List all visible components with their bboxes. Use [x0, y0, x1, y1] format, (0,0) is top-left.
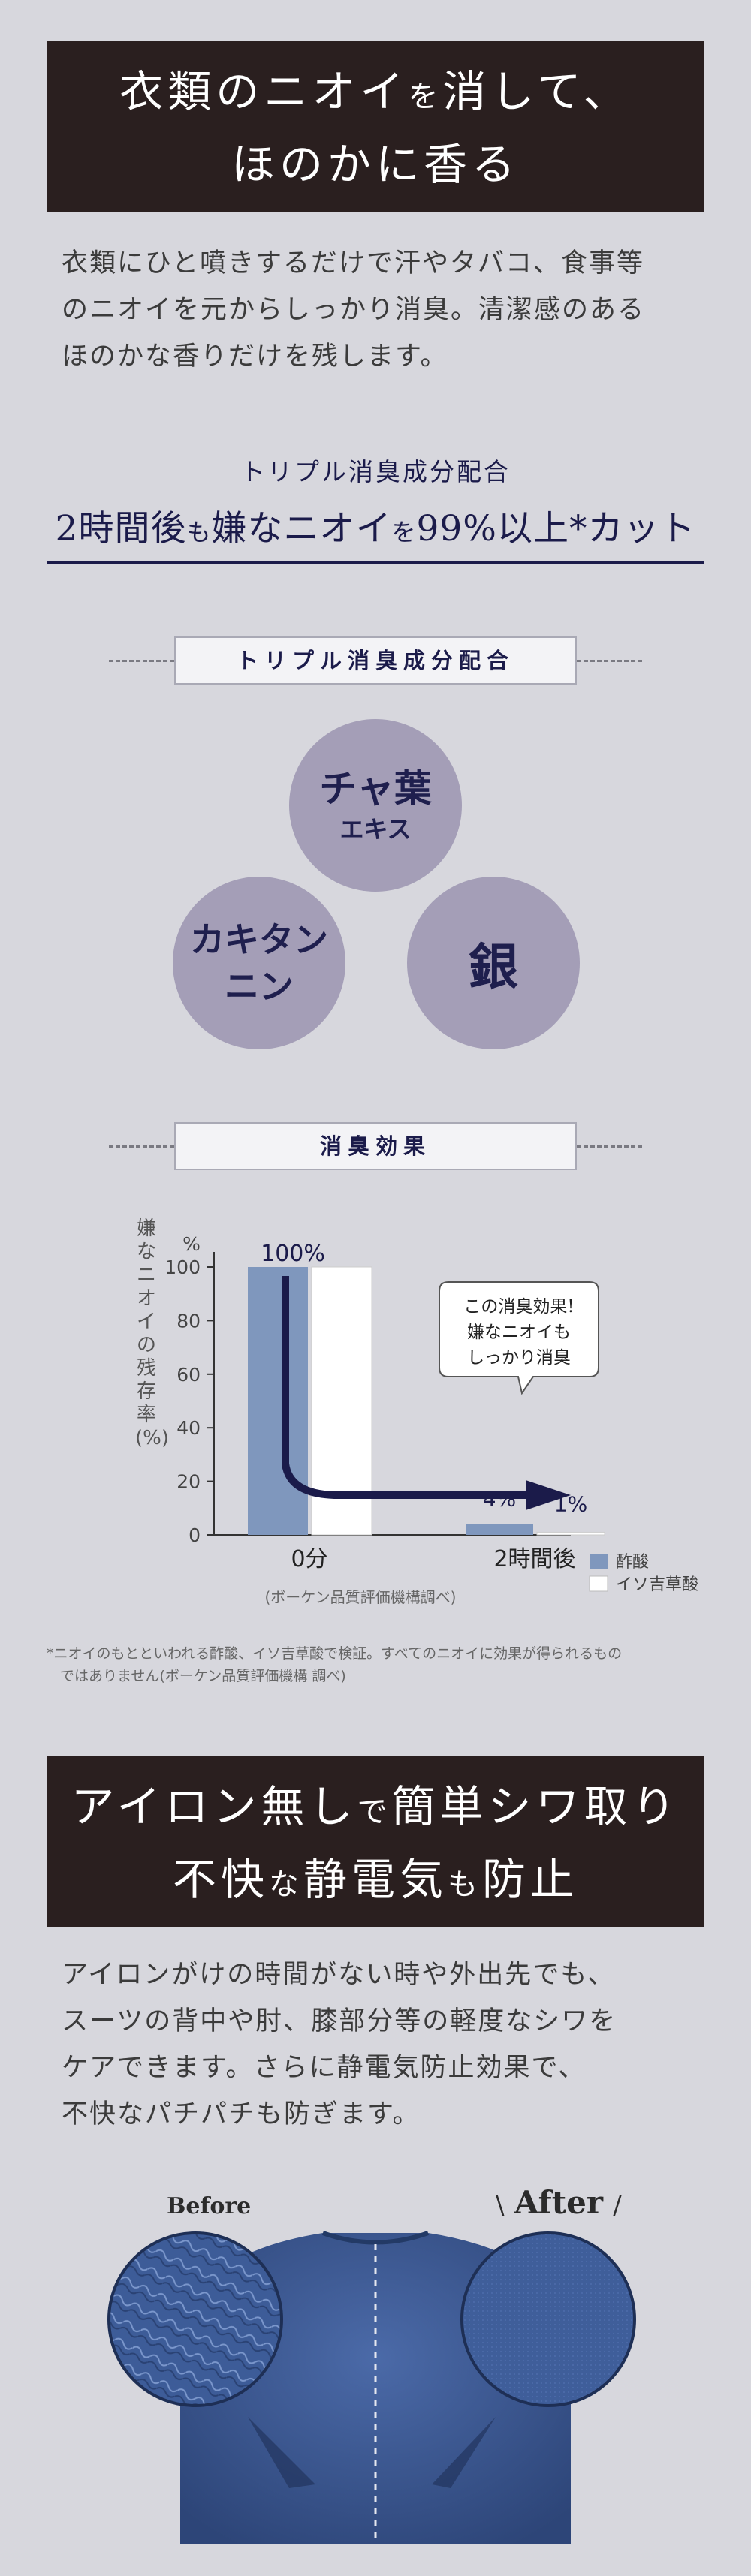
subhead: トリプル消臭成分配合	[240, 457, 511, 486]
bar-0-0	[248, 1267, 308, 1535]
data-label-1: 4%	[483, 1487, 516, 1512]
intro-paragraph: 衣類にひと噴きするだけで汗やタバコ、食事等 のニオイを元からしっかり消臭。清潔感…	[62, 248, 646, 372]
legend-swatch-0	[590, 1554, 608, 1569]
decay-arrow	[282, 1276, 529, 1499]
ingredients-section-label: トリプル消臭成分配合	[109, 636, 642, 685]
y-tick-label-60: 60	[176, 1364, 201, 1386]
top-banner: 衣類のニオイを消して、 ほのかに香る	[47, 41, 704, 212]
bar-1-1	[536, 1531, 605, 1536]
chart-source: (ボーケン品質評価機構調べ)	[264, 1588, 456, 1606]
banner2-line-2: 不快な静電気も防止	[172, 1854, 579, 1905]
headline: 2時間後も嫌なニオイを99%以上*カット	[55, 508, 696, 549]
callout-line-1: 嫌なニオイも	[467, 1323, 571, 1342]
suit-back-image	[107, 2231, 636, 2544]
after-label-wrap: \ After /	[496, 2184, 622, 2221]
legend-label-1: イソ吉草酸	[616, 1575, 698, 1594]
data-label-0: 100%	[261, 1241, 325, 1267]
y-tick-label-40: 40	[176, 1417, 201, 1439]
y-unit-label: %	[182, 1233, 201, 1255]
headline-underline	[47, 561, 704, 564]
banner-line-1: 衣類のニオイを消して、	[119, 66, 632, 117]
iron-paragraph: アイロンがけの時間がない時や外出先でも、 スーツの背中や肘、膝部分等の軽度なシワ…	[62, 1960, 617, 2129]
slash-left-icon: \	[496, 2190, 505, 2220]
after-label: After	[514, 2184, 603, 2221]
y-tick-label-100: 100	[164, 1256, 201, 1278]
after-smooth-circle	[460, 2231, 636, 2407]
ingredient-silver: 銀	[407, 877, 580, 1049]
callout-line-2: しっかり消臭	[467, 1348, 571, 1368]
slash-right-icon: /	[613, 2190, 622, 2220]
y-tick-label-80: 80	[176, 1310, 201, 1332]
banner-line-2: ほのかに香る	[231, 139, 520, 190]
before-after-illustration	[98, 2192, 653, 2544]
y-tick-label-0: 0	[189, 1524, 201, 1546]
y-tick-label-20: 20	[176, 1471, 201, 1493]
legend-label-0: 酢酸	[616, 1553, 649, 1572]
before-label: Before	[167, 2193, 252, 2219]
callout-bubble	[439, 1281, 599, 1395]
x-tick-label-1: 2時間後	[493, 1546, 575, 1572]
callout-line-0: この消臭効果!	[463, 1297, 574, 1317]
x-tick-label-0: 0分	[291, 1546, 327, 1572]
before-wrinkle-circle	[107, 2231, 283, 2407]
bar-0-1	[466, 1524, 533, 1535]
ingredient-persimmon-tannin: カキタン ニン	[173, 877, 345, 1049]
decay-arrow-head	[526, 1480, 571, 1510]
ingredient-tea-leaf: チャ葉 エキス	[289, 719, 462, 892]
iron-banner: アイロン無しで簡単シワ取り 不快な静電気も防止	[47, 1756, 704, 1927]
banner2-line-1: アイロン無しで簡単シワ取り	[71, 1781, 680, 1832]
footnote: *ニオイのもとといわれる酢酸、イソ吉草酸で検証。すべてのニオイに効果が得られるも…	[47, 1645, 623, 1684]
legend-swatch-1	[589, 1575, 608, 1592]
chart-ylabel: 嫌なニオイの残存率(%)	[135, 1217, 169, 1449]
effect-section-label: 消臭効果	[109, 1122, 642, 1170]
